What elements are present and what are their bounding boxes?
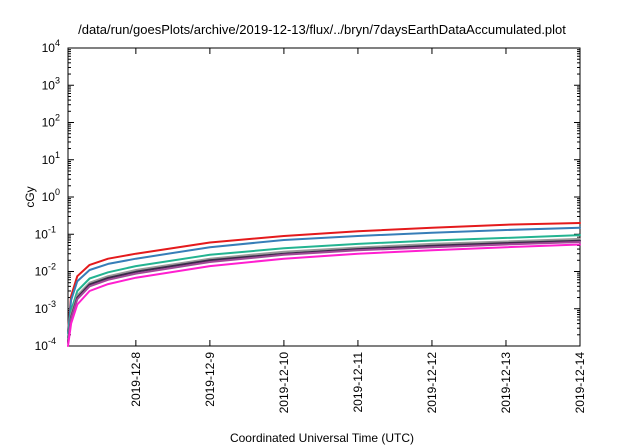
- y-tick-label: 10-1: [35, 224, 56, 241]
- plot-frame: [67, 47, 581, 347]
- chart-title: /data/run/goesPlots/archive/2019-12-13/f…: [78, 22, 566, 37]
- series-line-6: [67, 241, 581, 345]
- series-line-4: [67, 237, 581, 342]
- x-tick-label: 2019-12-8: [129, 352, 143, 407]
- y-tick-label: 101: [42, 150, 60, 167]
- y-tick-label: 10-3: [35, 299, 56, 316]
- y-tick-label: 100: [42, 187, 60, 204]
- y-tick-label: 104: [42, 38, 60, 55]
- x-tick-label: 2019-12-12: [425, 352, 439, 414]
- y-axis: 10-4 10-3 10-2 10-1 100 101 102 103 104: [35, 38, 580, 353]
- x-tick-label: 2019-12-10: [277, 352, 291, 414]
- x-tick-label: 2019-12-13: [499, 352, 513, 414]
- y-tick-label: 102: [42, 113, 60, 130]
- x-tick-label: 2019-12-9: [203, 352, 217, 407]
- series-line-2: [67, 226, 581, 335]
- series-group: [67, 222, 581, 347]
- y-tick-label: 103: [42, 75, 60, 92]
- y-axis-label: cGy: [23, 186, 37, 207]
- x-tick-label: 2019-12-11: [351, 352, 365, 413]
- x-axis: 2019-12-8 2019-12-9 2019-12-10 2019-12-11 20…: [129, 48, 587, 413]
- x-axis-label: Coordinated Universal Time (UTC): [230, 431, 414, 445]
- x-tick-label: 2019-12-14: [573, 352, 587, 414]
- series-line-1: [67, 222, 581, 333]
- y-tick-label: 10-2: [35, 262, 56, 279]
- series-line-7: [67, 243, 581, 347]
- y-tick-label: 10-4: [35, 336, 56, 353]
- series-line-3: [67, 234, 581, 339]
